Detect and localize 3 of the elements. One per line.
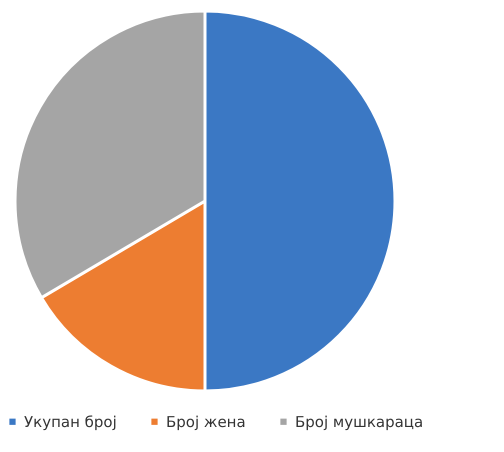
- legend-label: Укупан број: [24, 412, 117, 431]
- legend-label: Број мушкараца: [295, 412, 424, 431]
- legend-label: Број жена: [166, 412, 246, 431]
